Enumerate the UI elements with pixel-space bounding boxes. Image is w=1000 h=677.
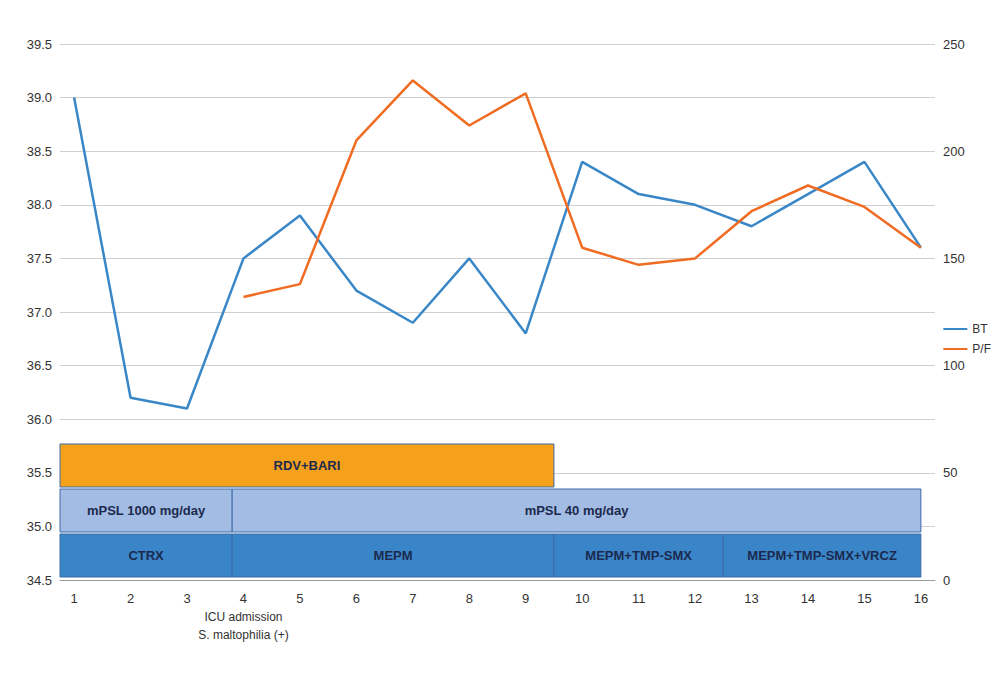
svg-text:MEPM+TMP-SMX: MEPM+TMP-SMX: [585, 548, 692, 563]
svg-text:50: 50: [943, 465, 957, 480]
svg-text:CTRX: CTRX: [128, 548, 164, 563]
svg-text:5: 5: [296, 591, 303, 606]
svg-text:13: 13: [744, 591, 758, 606]
svg-text:37.5: 37.5: [27, 251, 52, 266]
svg-text:14: 14: [801, 591, 815, 606]
svg-text:2: 2: [127, 591, 134, 606]
svg-text:37.0: 37.0: [27, 305, 52, 320]
svg-text:150: 150: [943, 251, 965, 266]
svg-text:ICU admission: ICU admission: [204, 610, 282, 624]
svg-text:1: 1: [70, 591, 77, 606]
svg-text:0: 0: [943, 573, 950, 588]
svg-text:36.5: 36.5: [27, 358, 52, 373]
svg-text:MEPM: MEPM: [374, 548, 413, 563]
svg-text:P/F: P/F: [972, 342, 991, 356]
svg-text:mPSL 1000 mg/day: mPSL 1000 mg/day: [87, 503, 206, 518]
svg-text:11: 11: [632, 591, 646, 606]
svg-text:34.5: 34.5: [27, 573, 52, 588]
svg-text:38.5: 38.5: [27, 144, 52, 159]
svg-text:MEPM+TMP-SMX+VRCZ: MEPM+TMP-SMX+VRCZ: [747, 548, 897, 563]
svg-text:8: 8: [466, 591, 473, 606]
svg-text:100: 100: [943, 358, 965, 373]
svg-text:3: 3: [183, 591, 190, 606]
svg-text:4: 4: [240, 591, 247, 606]
svg-text:mPSL 40 mg/day: mPSL 40 mg/day: [525, 503, 630, 518]
svg-text:S. maltophilia (+): S. maltophilia (+): [198, 628, 288, 642]
svg-text:39.5: 39.5: [27, 37, 52, 52]
svg-text:36.0: 36.0: [27, 412, 52, 427]
svg-text:10: 10: [575, 591, 589, 606]
svg-text:38.0: 38.0: [27, 197, 52, 212]
svg-text:9: 9: [522, 591, 529, 606]
svg-text:16: 16: [914, 591, 928, 606]
svg-text:BT: BT: [972, 322, 988, 336]
svg-text:35.0: 35.0: [27, 519, 52, 534]
svg-text:35.5: 35.5: [27, 465, 52, 480]
svg-text:6: 6: [353, 591, 360, 606]
svg-text:39.0: 39.0: [27, 90, 52, 105]
svg-text:12: 12: [688, 591, 702, 606]
svg-text:250: 250: [943, 37, 965, 52]
svg-text:RDV+BARI: RDV+BARI: [274, 458, 341, 473]
svg-text:15: 15: [857, 591, 871, 606]
svg-text:7: 7: [409, 591, 416, 606]
svg-text:200: 200: [943, 144, 965, 159]
